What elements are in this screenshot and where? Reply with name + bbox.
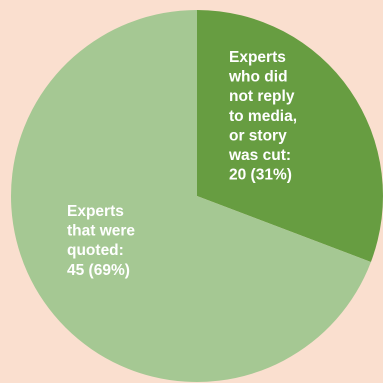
slice-label-line: Experts xyxy=(229,49,286,66)
slice-label-line: to media, xyxy=(229,108,297,125)
slice-quoted xyxy=(10,9,371,382)
slice-label-line: or story xyxy=(229,127,287,144)
slice-label-line: 45 (69%) xyxy=(67,262,130,279)
pie-labels: Experts who did not reply to media, or story… xyxy=(67,49,297,279)
slice-label-line: quoted: xyxy=(67,242,124,259)
slice-label-line: that were xyxy=(67,223,135,240)
slice-not-replied xyxy=(197,10,383,262)
slice-label-line: Experts xyxy=(67,203,124,220)
slice-not-replied-label: Experts who did not reply to media, or story… xyxy=(228,49,297,184)
slice-quoted-label: Experts that were quoted: 45 (69%) xyxy=(67,203,135,279)
slice-label-line: was cut: xyxy=(228,147,291,164)
slice-label-line: 20 (31%) xyxy=(229,167,292,184)
slice-label-line: not reply xyxy=(229,88,295,105)
pie-slices xyxy=(10,9,383,382)
slice-label-line: who did xyxy=(228,69,288,86)
